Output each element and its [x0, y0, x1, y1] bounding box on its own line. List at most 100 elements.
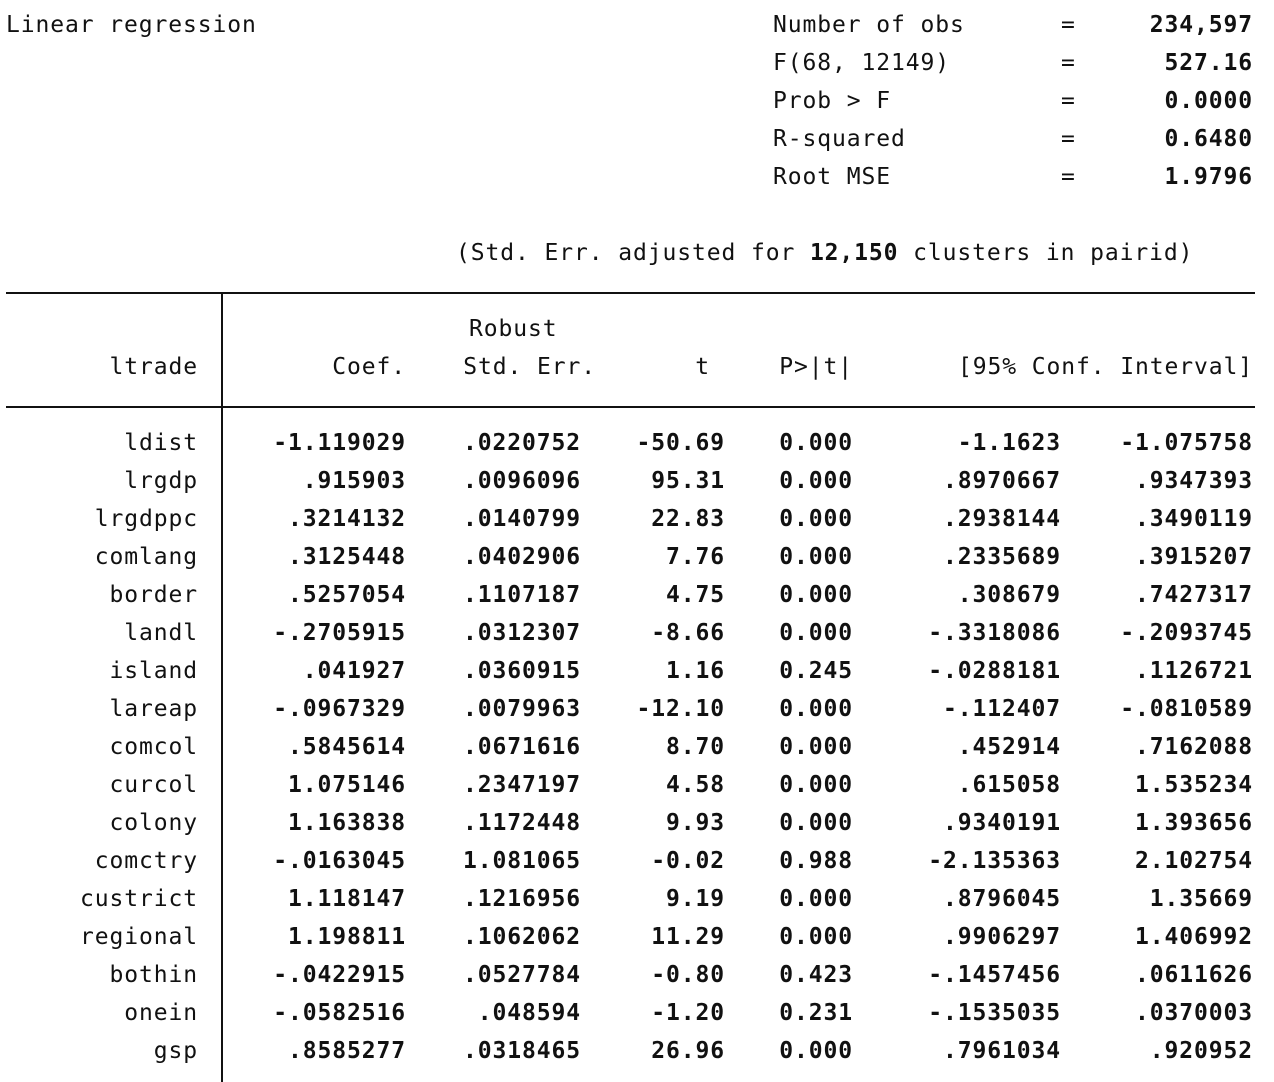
- row-coef: .5845614: [288, 734, 406, 760]
- header-std-err: Std. Err.: [463, 354, 596, 380]
- row-ci-high: .3490119: [1135, 506, 1253, 532]
- row-std-err: .0402906: [463, 544, 581, 570]
- stat-value: 234,597: [1149, 12, 1253, 38]
- row-p: 0.000: [779, 924, 853, 950]
- row-t: 9.93: [666, 810, 725, 836]
- row-ci-low: .2335689: [943, 544, 1061, 570]
- row-ci-low: .2938144: [943, 506, 1061, 532]
- row-p: 0.000: [779, 772, 853, 798]
- row-p: 0.000: [779, 582, 853, 608]
- stat-value: 0.0000: [1164, 88, 1253, 114]
- row-ci-low: -1.1623: [957, 430, 1061, 456]
- robust-label: Robust: [469, 316, 558, 342]
- row-ci-high: .1126721: [1135, 658, 1253, 684]
- row-ci-high: 1.406992: [1135, 924, 1253, 950]
- row-ci-low: .452914: [957, 734, 1061, 760]
- row-ci-low: -.1535035: [928, 1000, 1061, 1026]
- row-variable: island: [109, 658, 198, 684]
- row-coef: -.0582516: [273, 1000, 406, 1026]
- row-t: -12.10: [636, 696, 725, 722]
- stat-label: F(68, 12149): [773, 50, 950, 76]
- row-t: -0.02: [651, 848, 725, 874]
- row-p: 0.000: [779, 468, 853, 494]
- row-ci-high: 1.393656: [1135, 810, 1253, 836]
- row-coef: 1.118147: [288, 886, 406, 912]
- row-std-err: .2347197: [463, 772, 581, 798]
- row-t: -1.20: [651, 1000, 725, 1026]
- row-coef: .5257054: [288, 582, 406, 608]
- row-t: 8.70: [666, 734, 725, 760]
- row-coef: -1.119029: [273, 430, 406, 456]
- row-variable: comctry: [94, 848, 198, 874]
- header-conf-interval: [95% Conf. Interval]: [958, 354, 1253, 380]
- stat-value: 0.6480: [1164, 126, 1253, 152]
- stat-equals: =: [1061, 50, 1076, 76]
- row-variable: regional: [80, 924, 198, 950]
- row-t: 4.75: [666, 582, 725, 608]
- row-coef: 1.163838: [288, 810, 406, 836]
- row-variable: lrgdppc: [94, 506, 198, 532]
- row-ci-high: -.0810589: [1120, 696, 1253, 722]
- row-std-err: .1216956: [463, 886, 581, 912]
- stat-value: 1.9796: [1164, 164, 1253, 190]
- row-t: -0.80: [651, 962, 725, 988]
- row-ci-high: 2.102754: [1135, 848, 1253, 874]
- row-ci-low: .8970667: [943, 468, 1061, 494]
- stat-equals: =: [1061, 12, 1076, 38]
- row-ci-low: .615058: [957, 772, 1061, 798]
- row-variable: colony: [109, 810, 198, 836]
- table-column-divider: [221, 293, 223, 1082]
- row-std-err: 1.081065: [463, 848, 581, 874]
- row-p: 0.000: [779, 886, 853, 912]
- stat-value: 527.16: [1164, 50, 1253, 76]
- row-coef: -.0163045: [273, 848, 406, 874]
- row-variable: onein: [124, 1000, 198, 1026]
- cluster-note-suffix: clusters in pairid): [913, 240, 1194, 266]
- row-t: 95.31: [651, 468, 725, 494]
- row-coef: .3214132: [288, 506, 406, 532]
- row-p: 0.231: [779, 1000, 853, 1026]
- row-t: 7.76: [666, 544, 725, 570]
- cluster-note-prefix: (Std. Err. adjusted for: [456, 240, 796, 266]
- row-ci-low: .9340191: [943, 810, 1061, 836]
- row-coef: .915903: [302, 468, 406, 494]
- row-variable: ldist: [124, 430, 198, 456]
- row-coef: .041927: [302, 658, 406, 684]
- row-t: 22.83: [651, 506, 725, 532]
- row-ci-low: -2.135363: [928, 848, 1061, 874]
- row-p: 0.000: [779, 430, 853, 456]
- row-std-err: .0671616: [463, 734, 581, 760]
- row-std-err: .0096096: [463, 468, 581, 494]
- row-ci-low: .8796045: [943, 886, 1061, 912]
- stat-label: Prob > F: [773, 88, 891, 114]
- row-ci-high: .7427317: [1135, 582, 1253, 608]
- row-ci-low: -.0288181: [928, 658, 1061, 684]
- row-variable: comlang: [94, 544, 198, 570]
- row-variable: bothin: [109, 962, 198, 988]
- row-coef: 1.198811: [288, 924, 406, 950]
- row-t: 1.16: [666, 658, 725, 684]
- output-title: Linear regression: [6, 12, 257, 38]
- row-p: 0.423: [779, 962, 853, 988]
- row-t: -8.66: [651, 620, 725, 646]
- row-p: 0.000: [779, 1038, 853, 1064]
- row-std-err: .0318465: [463, 1038, 581, 1064]
- row-variable: lareap: [109, 696, 198, 722]
- row-variable: custrict: [80, 886, 198, 912]
- row-p: 0.000: [779, 810, 853, 836]
- stat-equals: =: [1061, 126, 1076, 152]
- row-p: 0.000: [779, 734, 853, 760]
- row-std-err: .0312307: [463, 620, 581, 646]
- row-ci-high: .3915207: [1135, 544, 1253, 570]
- row-p: 0.000: [779, 620, 853, 646]
- row-variable: landl: [124, 620, 198, 646]
- row-t: 9.19: [666, 886, 725, 912]
- row-ci-low: -.112407: [943, 696, 1061, 722]
- row-ci-high: .9347393: [1135, 468, 1253, 494]
- row-coef: -.0967329: [273, 696, 406, 722]
- row-std-err: .1062062: [463, 924, 581, 950]
- table-top-rule: [6, 292, 1255, 294]
- row-p: 0.988: [779, 848, 853, 874]
- row-std-err: .048594: [477, 1000, 581, 1026]
- row-ci-high: .920952: [1149, 1038, 1253, 1064]
